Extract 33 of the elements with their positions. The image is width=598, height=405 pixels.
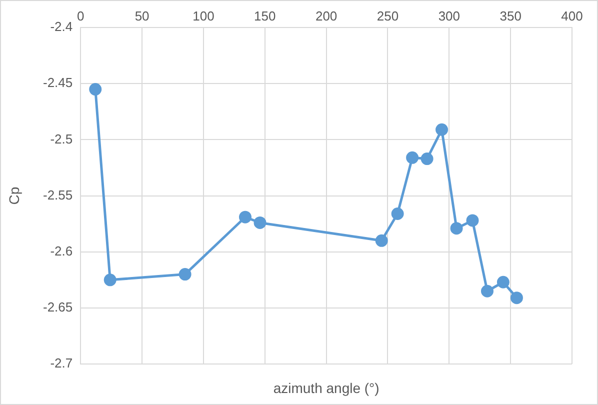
point [178, 268, 192, 281]
point [406, 151, 419, 164]
point [496, 276, 510, 288]
point [375, 234, 388, 247]
point [436, 123, 448, 136]
x-tick-label: 400 [561, 8, 583, 24]
point [254, 216, 266, 229]
point [510, 292, 523, 304]
x-tick-label: 150 [254, 8, 276, 24]
point [238, 210, 252, 224]
x-tick-label: 50 [134, 8, 150, 24]
y-tick-label: -2.55 [42, 187, 73, 202]
x-tick-label: 350 [500, 8, 522, 24]
point [104, 274, 116, 286]
x-tick-label: 250 [376, 8, 399, 24]
point [480, 284, 494, 298]
x-tick-label: 100 [192, 8, 214, 24]
x-axis-title: azimuth angle (°) [273, 380, 380, 396]
point [450, 222, 463, 235]
point [89, 83, 102, 96]
point [466, 214, 479, 227]
x-tick-label: 200 [315, 8, 338, 24]
x-tick-label: 300 [438, 8, 460, 24]
y-tick-label: -2.4 [50, 19, 73, 34]
x-tick-label: 0 [77, 8, 84, 24]
y-tick-label: -2.5 [50, 131, 73, 146]
y-tick-label: -2.45 [42, 75, 73, 90]
y-tick-label: -2.7 [50, 356, 73, 371]
y-tick-label: -2.6 [50, 243, 73, 258]
y-axis-title: Cp [6, 186, 22, 205]
point [391, 207, 404, 220]
point [420, 152, 434, 166]
y-tick-label: -2.65 [42, 300, 73, 315]
